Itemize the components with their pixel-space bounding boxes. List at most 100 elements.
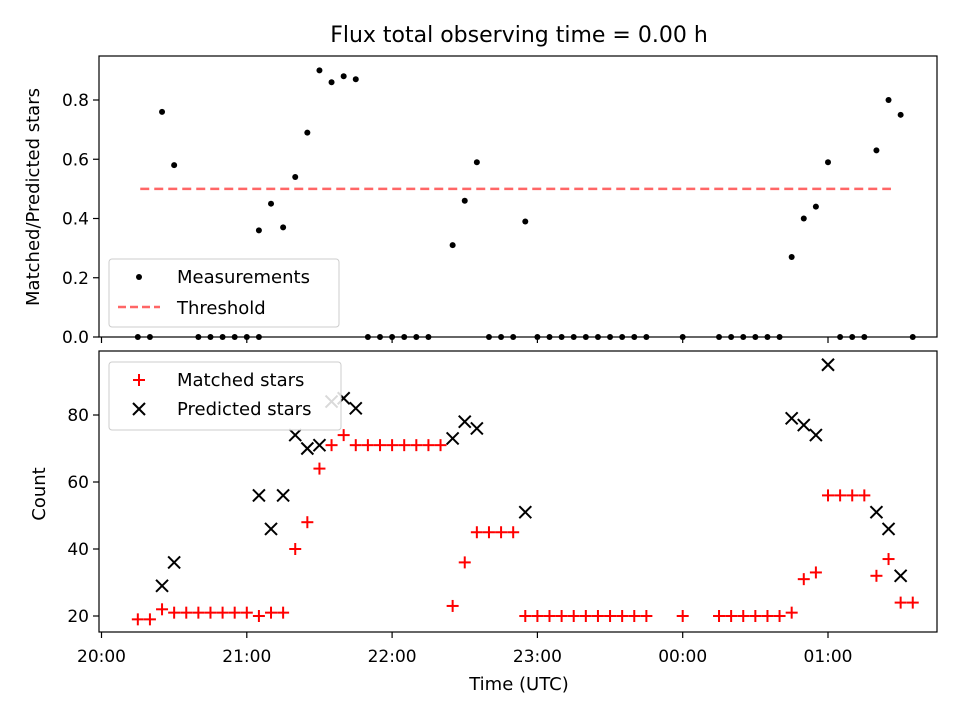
bottom-y-tick-label: 60 [67,473,89,493]
matched-star-point [761,610,774,622]
bottom-legend: Matched stars Predicted stars [108,361,342,431]
top-axes-frame [98,55,938,338]
bottom-y-tick-label: 80 [67,406,89,426]
measurement-point [800,215,807,222]
predicted-star-point [312,438,327,452]
top-legend: Measurements Threshold [108,258,340,328]
measurement-point [340,73,347,80]
matched-star-point [252,610,265,622]
matched-star-point [289,543,302,555]
measurement-point [631,334,638,340]
matched-star-point [567,610,580,622]
top-legend-box [108,258,340,328]
predicted-star-point [869,505,884,519]
measurement-point [885,97,892,103]
matched-star-point [446,599,459,612]
legend-predicted-label: Predicted stars [177,399,311,420]
matched-star-point [337,429,350,442]
predicted-star-point [288,428,302,442]
matched-star-point [410,439,423,452]
matched-star-point [470,526,483,539]
measurement-point [328,79,335,86]
matched-star-point [180,606,193,619]
matched-star-point [192,606,205,619]
matched-star-point [749,610,762,622]
matched-star-point [858,489,871,502]
measurement-point [594,334,601,340]
predicted-star-point [784,411,799,426]
predicted-star-point [167,555,181,570]
matched-star-point [773,610,786,622]
legend-measurements-label: Measurements [177,267,310,288]
top-y-axis-label: Matched/Predicted stars [23,88,44,306]
measurement-point [255,227,262,234]
matched-star-point [386,439,399,452]
predicted-star-point [881,522,896,536]
matched-star-point [555,610,568,622]
matched-star-point [265,606,278,619]
matched-star-point [737,610,750,622]
bottom-x-tick-label: 00:00 [658,647,707,667]
predicted-star-point [264,522,278,536]
matched-star-point [168,606,181,619]
measurement-point [268,200,275,207]
bottom-x-tick-label: 23:00 [513,647,562,667]
predicted-star-point [893,569,908,583]
bottom-x-axis: 20:00 21:00 22:00 23:00 00:00 01:00 [77,632,853,667]
predicted-star-point [252,488,266,503]
bottom-x-axis-label: Time (UTC) [468,674,569,695]
measurement-point [159,108,166,115]
predicted-star-point [518,505,532,519]
measurement-point [558,334,565,340]
matched-star-point [373,439,386,452]
measurement-point [812,203,819,210]
matched-star-point [591,610,604,622]
measurement-point [728,334,735,340]
measurement-point [304,129,311,136]
matched-star-point [361,439,374,452]
measurement-point [376,334,383,340]
measurement-point [716,334,723,340]
matched-star-point [507,526,520,539]
measurement-point [897,111,904,118]
measurement-point [449,242,456,249]
matched-star-point [349,439,362,452]
measurement-point [534,334,541,340]
measurement-point [752,334,759,340]
matched-star-point [785,606,798,619]
bottom-x-tick-label: 21:00 [222,647,271,667]
matched-star-point [143,613,156,626]
measurement-point [280,224,287,231]
matched-star-point [628,610,641,622]
matched-star-point [846,489,859,502]
top-chart-title: Flux total observing time = 0.00 h [330,23,708,48]
measurement-point [171,162,178,169]
top-y-tick-label: 0.6 [62,150,89,170]
top-y-tick-label: 0.2 [62,269,89,289]
top-y-tick-label: 0.4 [62,210,89,230]
matched-star-point [870,569,883,582]
predicted-star-point [445,431,460,446]
matched-star-point [434,439,447,452]
measurement-point [522,218,529,225]
measurement-point [825,159,831,166]
matched-star-point [325,439,338,452]
predicted-star-point [300,441,315,456]
legend-measurements-marker [136,274,142,280]
measurement-point [570,334,577,340]
matched-star-point [579,610,592,622]
measurement-point [873,147,880,154]
matched-star-point [604,610,617,622]
matched-star-point [277,606,290,619]
matched-star-point [313,462,326,475]
matched-star-point [156,603,169,616]
measurement-point [316,67,323,74]
matched-star-point [422,439,435,452]
measurement-point [425,334,432,340]
matched-star-point [216,606,229,619]
bottom-plot-area: 20 40 60 80 20:00 21:00 22:00 23:00 00:00 01:00 [67,350,938,667]
matched-star-point [809,566,822,579]
measurement-point [231,334,238,340]
measurement-point [292,174,299,181]
